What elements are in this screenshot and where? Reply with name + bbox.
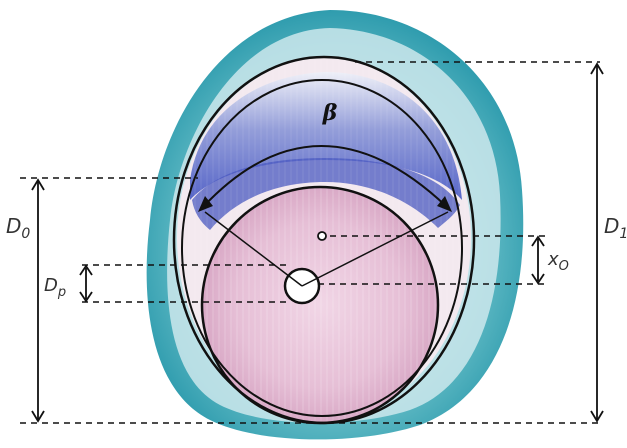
beta-arc [202, 145, 448, 208]
dp-label: Dp [44, 275, 66, 300]
d0-label: D0 [6, 214, 30, 242]
beta-arrow-left [198, 196, 213, 212]
beta-label: β [322, 100, 338, 126]
dashed-guides [20, 61, 600, 424]
beta-line-left [204, 211, 303, 287]
dimension-arrows [31, 62, 604, 423]
xo-label: xO [547, 249, 569, 274]
beta-line-right [301, 211, 449, 287]
beta-arrow-right [437, 196, 452, 212]
inner-ring-outline [181, 79, 463, 417]
centre-point [317, 231, 327, 241]
d1-label: D1 [604, 214, 627, 242]
